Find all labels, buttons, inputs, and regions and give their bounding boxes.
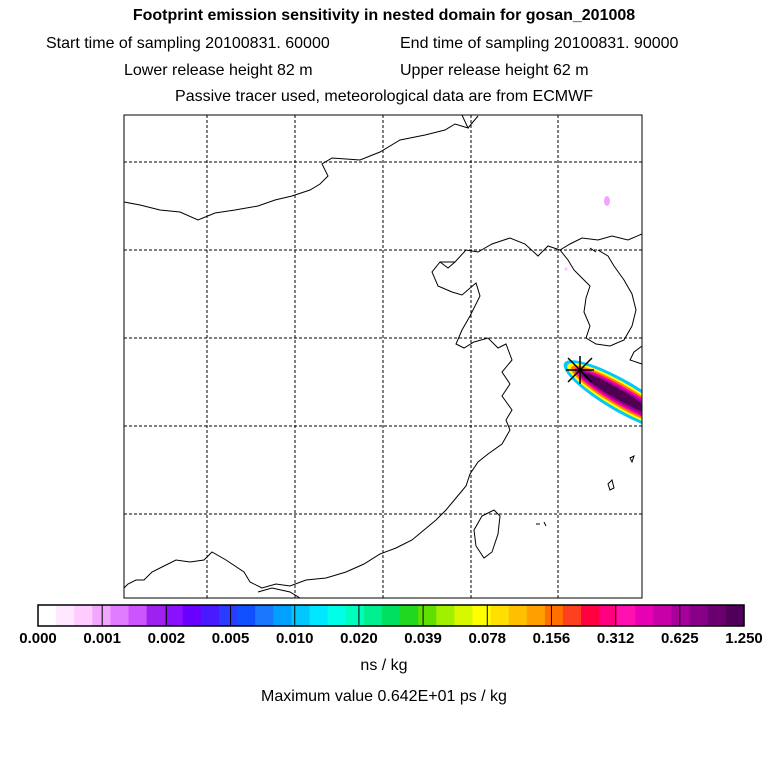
colorbar-cell <box>255 605 274 626</box>
colorbar-tick-label: 0.078 <box>468 630 507 647</box>
colorbar-tick-label: 0.010 <box>275 630 314 647</box>
colorbar-cell <box>653 605 673 626</box>
colorbar-cell <box>400 605 419 626</box>
colorbar-cell <box>725 605 745 626</box>
colorbar-cell <box>74 605 93 626</box>
map-frame <box>123 114 643 599</box>
colorbar-cell <box>200 605 220 626</box>
lat-lon-grid <box>124 115 642 598</box>
colorbar-cell <box>309 605 329 626</box>
colorbar-cell <box>182 605 202 626</box>
colorbar-cell <box>635 605 655 626</box>
colorbar-tick-label: 0.020 <box>340 630 378 647</box>
colorbar-cell <box>599 605 618 626</box>
maximum-value: Maximum value 0.642E+01 ps / kg <box>261 688 507 705</box>
colorbar-cell <box>526 605 546 626</box>
sampling-start-time: Start time of sampling 20100831. 60000 <box>46 35 330 52</box>
colorbar-cell <box>472 605 492 626</box>
colorbar-cell <box>381 605 401 626</box>
colorbar-cell <box>291 605 311 626</box>
colorbar-tick-label: 0.312 <box>596 630 635 647</box>
colorbar-cell <box>689 605 709 626</box>
colorbar-cell <box>544 605 564 626</box>
colorbar-cell <box>110 605 130 626</box>
colorbar-cell <box>508 605 528 626</box>
colorbar-tick-label: 0.156 <box>532 630 571 647</box>
colorbar-cell <box>327 605 347 626</box>
colorbar-tick-label: 0.000 <box>19 630 57 647</box>
footprint-plume <box>563 360 642 432</box>
colorbar-tick-label: 1.250 <box>725 630 763 647</box>
colorbar-units: ns / kg <box>360 657 408 674</box>
colorbar-cell <box>38 605 57 626</box>
lower-release-height: Lower release height 82 m <box>124 62 313 79</box>
colorbar-cell <box>454 605 474 626</box>
colorbar-cell <box>92 605 112 626</box>
colorbar-cell <box>617 605 636 626</box>
colorbar-cell <box>56 605 75 626</box>
sensitivity-speck <box>604 196 610 206</box>
colorbar-cell <box>671 605 691 626</box>
colorbar-tick-label: 0.039 <box>404 630 442 647</box>
colorbar-cell <box>128 605 148 626</box>
upper-release-height: Upper release height 62 m <box>400 62 589 79</box>
colorbar-frame <box>37 604 745 627</box>
colorbar-cell <box>363 605 383 626</box>
colorbar-tick-label: 0.005 <box>211 630 250 647</box>
plot-title: Footprint emission sensitivity in nested… <box>132 7 636 24</box>
colorbar-cell <box>219 605 238 626</box>
colorbar-tick-label: 0.625 <box>661 630 699 647</box>
colorbar-tick-label: 0.002 <box>147 630 186 647</box>
colorbar-cell <box>418 605 437 626</box>
colorbar-cell <box>436 605 455 626</box>
colorbar-cell <box>273 605 293 626</box>
colorbar-tick-label: 0.001 <box>83 630 121 647</box>
sampling-end-time: End time of sampling 20100831. 90000 <box>400 35 679 52</box>
release-site-marker <box>566 356 594 384</box>
colorbar-cell <box>707 605 727 626</box>
colorbar-cell <box>237 605 256 626</box>
tracer-note: Passive tracer used, meteorological data… <box>175 88 593 105</box>
colorbar-cell <box>164 605 184 626</box>
colorbar-cell <box>490 605 510 626</box>
colorbar-cell <box>345 605 365 626</box>
coastlines <box>124 115 642 598</box>
colorbar-cell <box>146 605 166 626</box>
colorbar-cell <box>581 605 600 626</box>
colorbar-cell <box>562 605 582 626</box>
